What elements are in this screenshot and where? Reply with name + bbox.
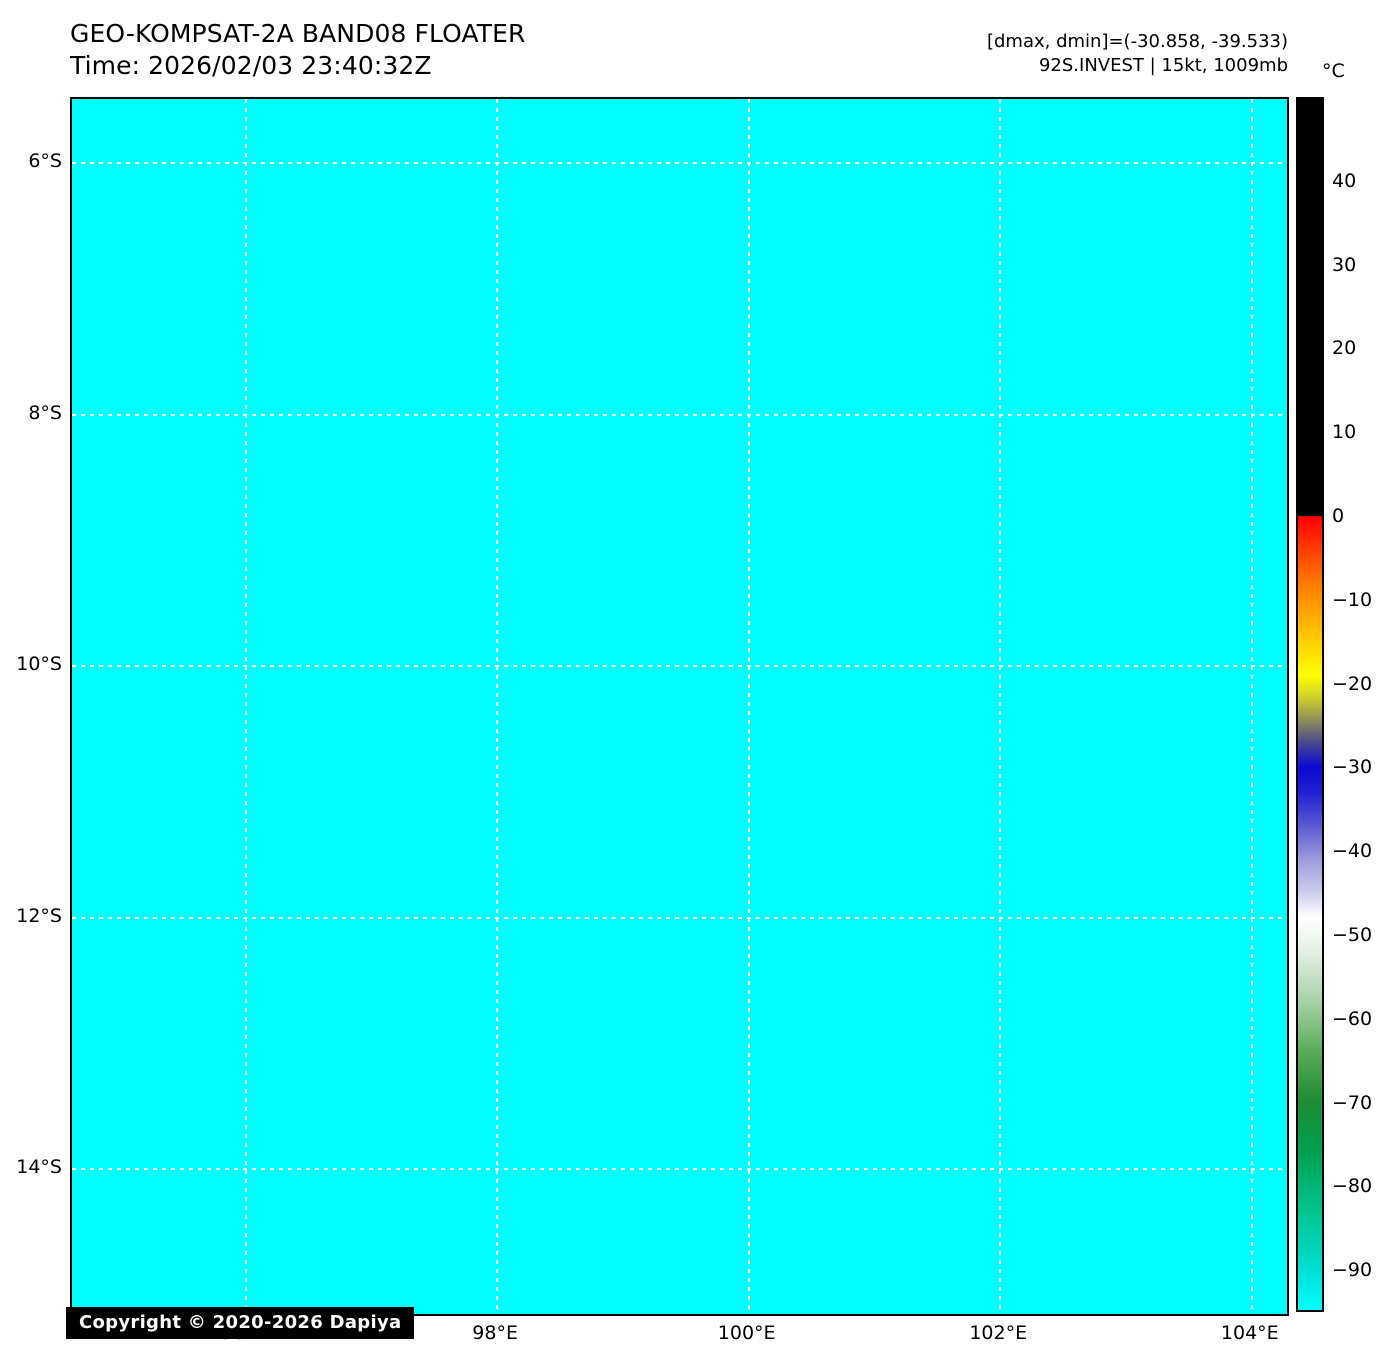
lat-tick-label: 6°S (28, 150, 62, 173)
colorbar-tick-label: −20 (1332, 672, 1373, 695)
colorbar-tick-label: 0 (1332, 504, 1345, 527)
colorbar-tick-label: 30 (1332, 253, 1357, 276)
metadata-block: [dmax, dmin]=(-30.858, -39.533) 92S.INVE… (987, 30, 1288, 78)
colorbar-tick-label: −10 (1332, 588, 1373, 611)
colorbar-tick-label: −90 (1332, 1259, 1373, 1282)
title-block: GEO-KOMPSAT-2A BAND08 FLOATER Time: 2026… (70, 18, 525, 82)
observation-time: Time: 2026/02/03 23:40:32Z (70, 51, 432, 80)
colorbar-tick-label: 20 (1332, 337, 1357, 360)
colorbar-unit-label: °C (1322, 60, 1345, 82)
colorbar-tick-label: 40 (1332, 169, 1357, 192)
colorbar-gradient (1296, 97, 1324, 1312)
colorbar-tick-label: 10 (1332, 421, 1357, 444)
colorbar: 40 30 20 10 0 −10 −20 −30 −40 −50 −60 −70 −80 −90 (1296, 97, 1372, 1312)
copyright-banner: Copyright © 2020-2026 Dapiya (66, 1307, 415, 1339)
colorbar-tick-label: −40 (1332, 840, 1373, 863)
storm-info-readout: 92S.INVEST | 15kt, 1009mb (1038, 55, 1288, 76)
lon-tick-label: 100°E (717, 1322, 776, 1344)
dmax-dmin-readout: [dmax, dmin]=(-30.858, -39.533) (986, 31, 1288, 52)
colorbar-tick-label: −80 (1332, 1175, 1373, 1198)
infrared-brightness-temperature-map (72, 99, 1287, 1314)
page-title: GEO-KOMPSAT-2A BAND08 FLOATER (70, 19, 526, 48)
lon-tick-label: 98°E (472, 1322, 518, 1344)
lat-tick-label: 14°S (16, 1156, 62, 1179)
colorbar-tick-label: −30 (1332, 756, 1373, 779)
lat-tick-label: 10°S (16, 653, 62, 676)
colorbar-tick-label: −50 (1332, 923, 1373, 946)
colorbar-tick-label: −60 (1332, 1007, 1373, 1030)
lon-tick-label: 104°E (1220, 1322, 1279, 1344)
colorbar-tick-label: −70 (1332, 1091, 1373, 1114)
lon-tick-label: 102°E (969, 1322, 1028, 1344)
lat-tick-label: 8°S (28, 401, 62, 424)
satellite-plot (70, 97, 1289, 1316)
lat-tick-label: 12°S (16, 904, 62, 927)
